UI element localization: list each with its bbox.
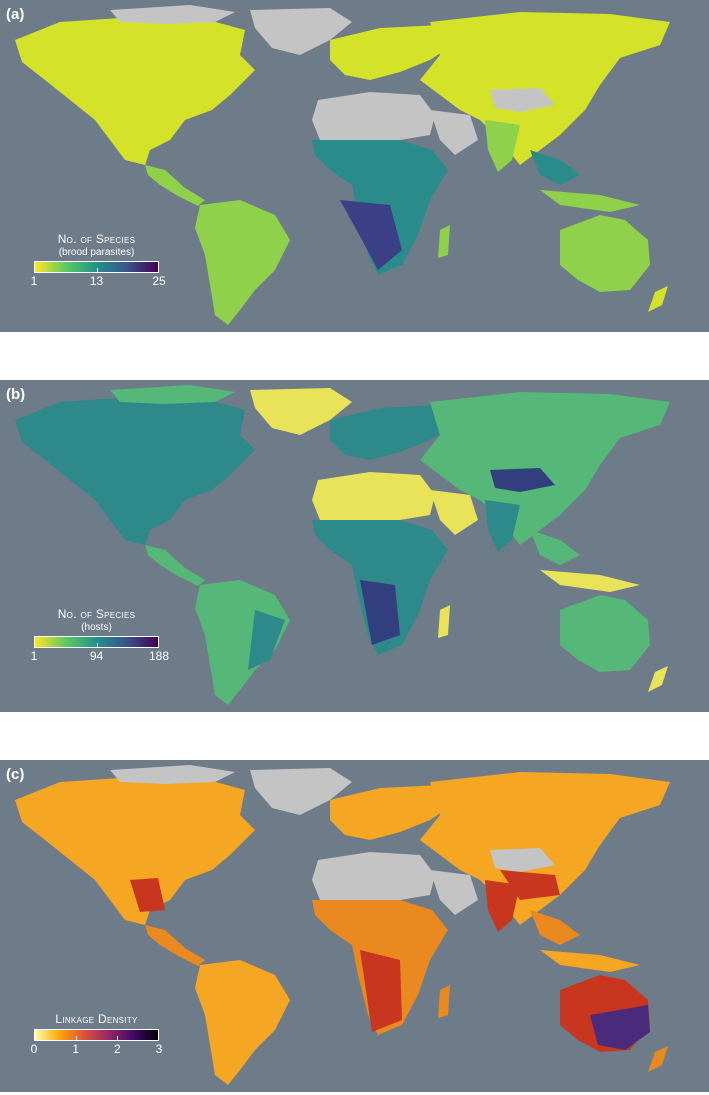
india-region [485, 880, 520, 932]
legend-colorbar [34, 1029, 159, 1041]
map-panel-b: (b) No. of Species (hosts) 1 94 188 [0, 380, 709, 712]
legend-tick-label: 25 [152, 274, 166, 288]
southAm-region [195, 580, 290, 705]
arabia-region [430, 870, 478, 915]
legend-tick-mark [96, 268, 98, 273]
india-region [485, 120, 520, 172]
europe-region [330, 785, 460, 840]
canadaN-region [110, 5, 235, 24]
map-panel-c: (c) Linkage Density 0 1 2 3 [0, 760, 709, 1092]
greenland-region [250, 8, 352, 55]
southAm-region [195, 200, 290, 325]
canadaN-region [110, 765, 235, 784]
legend-ticks: 1 94 188 [30, 648, 169, 664]
seAsia-region [530, 150, 580, 185]
legend: No. of Species (brood parasites) 1 13 25 [30, 232, 166, 289]
legend-title: Linkage Density [55, 1012, 138, 1026]
tibet-region [490, 468, 555, 492]
arabia-region [430, 490, 478, 535]
legend-tick-mark [75, 1036, 77, 1041]
centralAm-region [145, 545, 205, 586]
sahara-region [312, 472, 435, 520]
centralAm-region [145, 925, 205, 966]
tibet-region [490, 88, 555, 112]
asia-region [420, 392, 670, 545]
legend-subtitle: (hosts) [81, 622, 112, 633]
greenland-region [250, 768, 352, 815]
legend-tick-label: 188 [148, 649, 170, 663]
canadaN-region [110, 385, 235, 404]
panel-label: (b) [6, 386, 26, 403]
greenland-region [250, 388, 352, 435]
northAm-region [15, 15, 255, 165]
nz-region [648, 666, 668, 692]
nz-region [648, 1046, 668, 1072]
tibet-region [490, 848, 555, 872]
hotspot-0-region [360, 580, 400, 645]
legend-tick-label: 3 [155, 1042, 163, 1056]
nz-region [648, 286, 668, 312]
australia-region [560, 215, 650, 292]
centralAm-region [145, 165, 205, 206]
seAsia-region [530, 910, 580, 945]
legend: No. of Species (hosts) 1 94 188 [30, 607, 169, 664]
southAm-region [195, 960, 290, 1085]
legend-title: No. of Species [57, 232, 136, 246]
legend-tick-label: 94 [89, 649, 104, 663]
madagascar-region [438, 605, 450, 638]
map-panel-a: (a) No. of Species (brood parasites) 1 13… [0, 0, 709, 332]
sahara-region [312, 92, 435, 140]
legend-tick-label: 1 [72, 1042, 79, 1056]
legend: Linkage Density 0 1 2 3 [30, 1012, 163, 1057]
legend-tick-label: 13 [89, 274, 104, 288]
legend-tick-label: 1 [30, 274, 38, 288]
hotspot-1-region [248, 610, 285, 670]
legend-tick-mark [117, 1036, 119, 1041]
indonesia-region [540, 570, 640, 592]
hotspot-2-region [105, 445, 200, 490]
indonesia-region [540, 950, 640, 972]
europe-region [330, 25, 460, 80]
panel-label: (c) [6, 766, 25, 783]
india-region [485, 500, 520, 552]
panel-label: (a) [6, 6, 25, 23]
europe-region [330, 405, 460, 460]
hotspot-2-region [130, 878, 165, 912]
sahara-region [312, 852, 435, 900]
legend-tick-label: 0 [30, 1042, 38, 1056]
hotspot-0-region [360, 950, 402, 1032]
legend-ticks: 0 1 2 3 [30, 1041, 163, 1057]
australia-region [560, 595, 650, 672]
legend-title: No. of Species [57, 607, 136, 621]
hotspot-3-region [500, 870, 560, 900]
legend-subtitle: (brood parasites) [58, 247, 135, 258]
madagascar-region [438, 225, 450, 258]
asia-region [420, 12, 670, 165]
legend-tick-label: 1 [30, 649, 38, 663]
legend-tick-mark [96, 643, 98, 648]
northAm-region [15, 775, 255, 925]
madagascar-region [438, 985, 450, 1018]
world-map-brood-parasites [15, 5, 670, 325]
world-map-linkage-density [15, 765, 670, 1085]
world-map-hosts [15, 385, 670, 705]
legend-tick-label: 2 [113, 1042, 121, 1056]
legend-ticks: 1 13 25 [30, 273, 166, 289]
seAsia-region [530, 530, 580, 565]
hotspot-1-region [590, 1005, 650, 1050]
asia-region [420, 772, 670, 925]
hotspot-0-region [340, 200, 402, 270]
indonesia-region [540, 190, 640, 212]
arabia-region [430, 110, 478, 155]
hotspot-1-region [320, 145, 410, 180]
